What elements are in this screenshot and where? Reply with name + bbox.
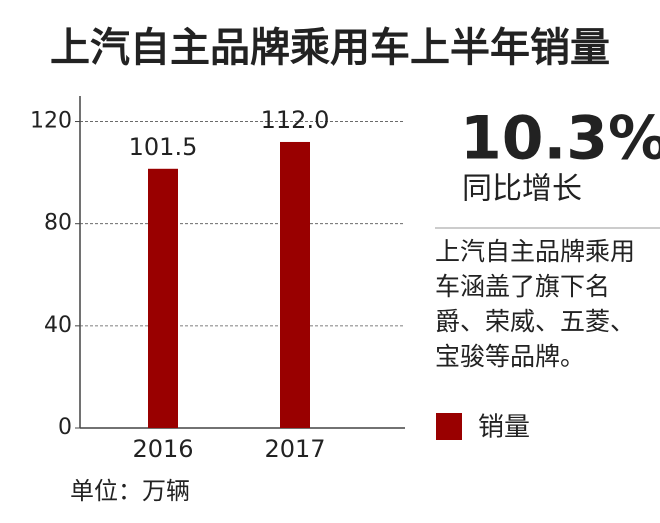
bar [280,141,310,428]
data-label: 101.5 [129,133,198,161]
y-tick-label: 40 [44,313,72,338]
y-tick-label: 0 [58,415,72,440]
unit-note: 单位：万辆 [70,477,190,505]
description: 上汽自主品牌乘用车涵盖了旗下名爵、荣威、五菱、宝骏等品牌。 [435,237,636,371]
legend-label: 销量 [478,413,530,443]
y-tick-label: 80 [44,211,72,236]
x-tick-label: 2017 [264,435,325,463]
highlight-caption: 同比增长 [462,172,582,207]
data-label: 112.0 [261,106,330,134]
highlight: 10.3% [460,104,660,174]
legend-swatch [436,413,462,440]
y-tick-label: 120 [30,109,72,134]
bar [148,168,178,429]
chart-title: 上汽自主品牌乘用车上半年销量 [50,25,610,71]
x-tick-label: 2016 [132,435,193,463]
